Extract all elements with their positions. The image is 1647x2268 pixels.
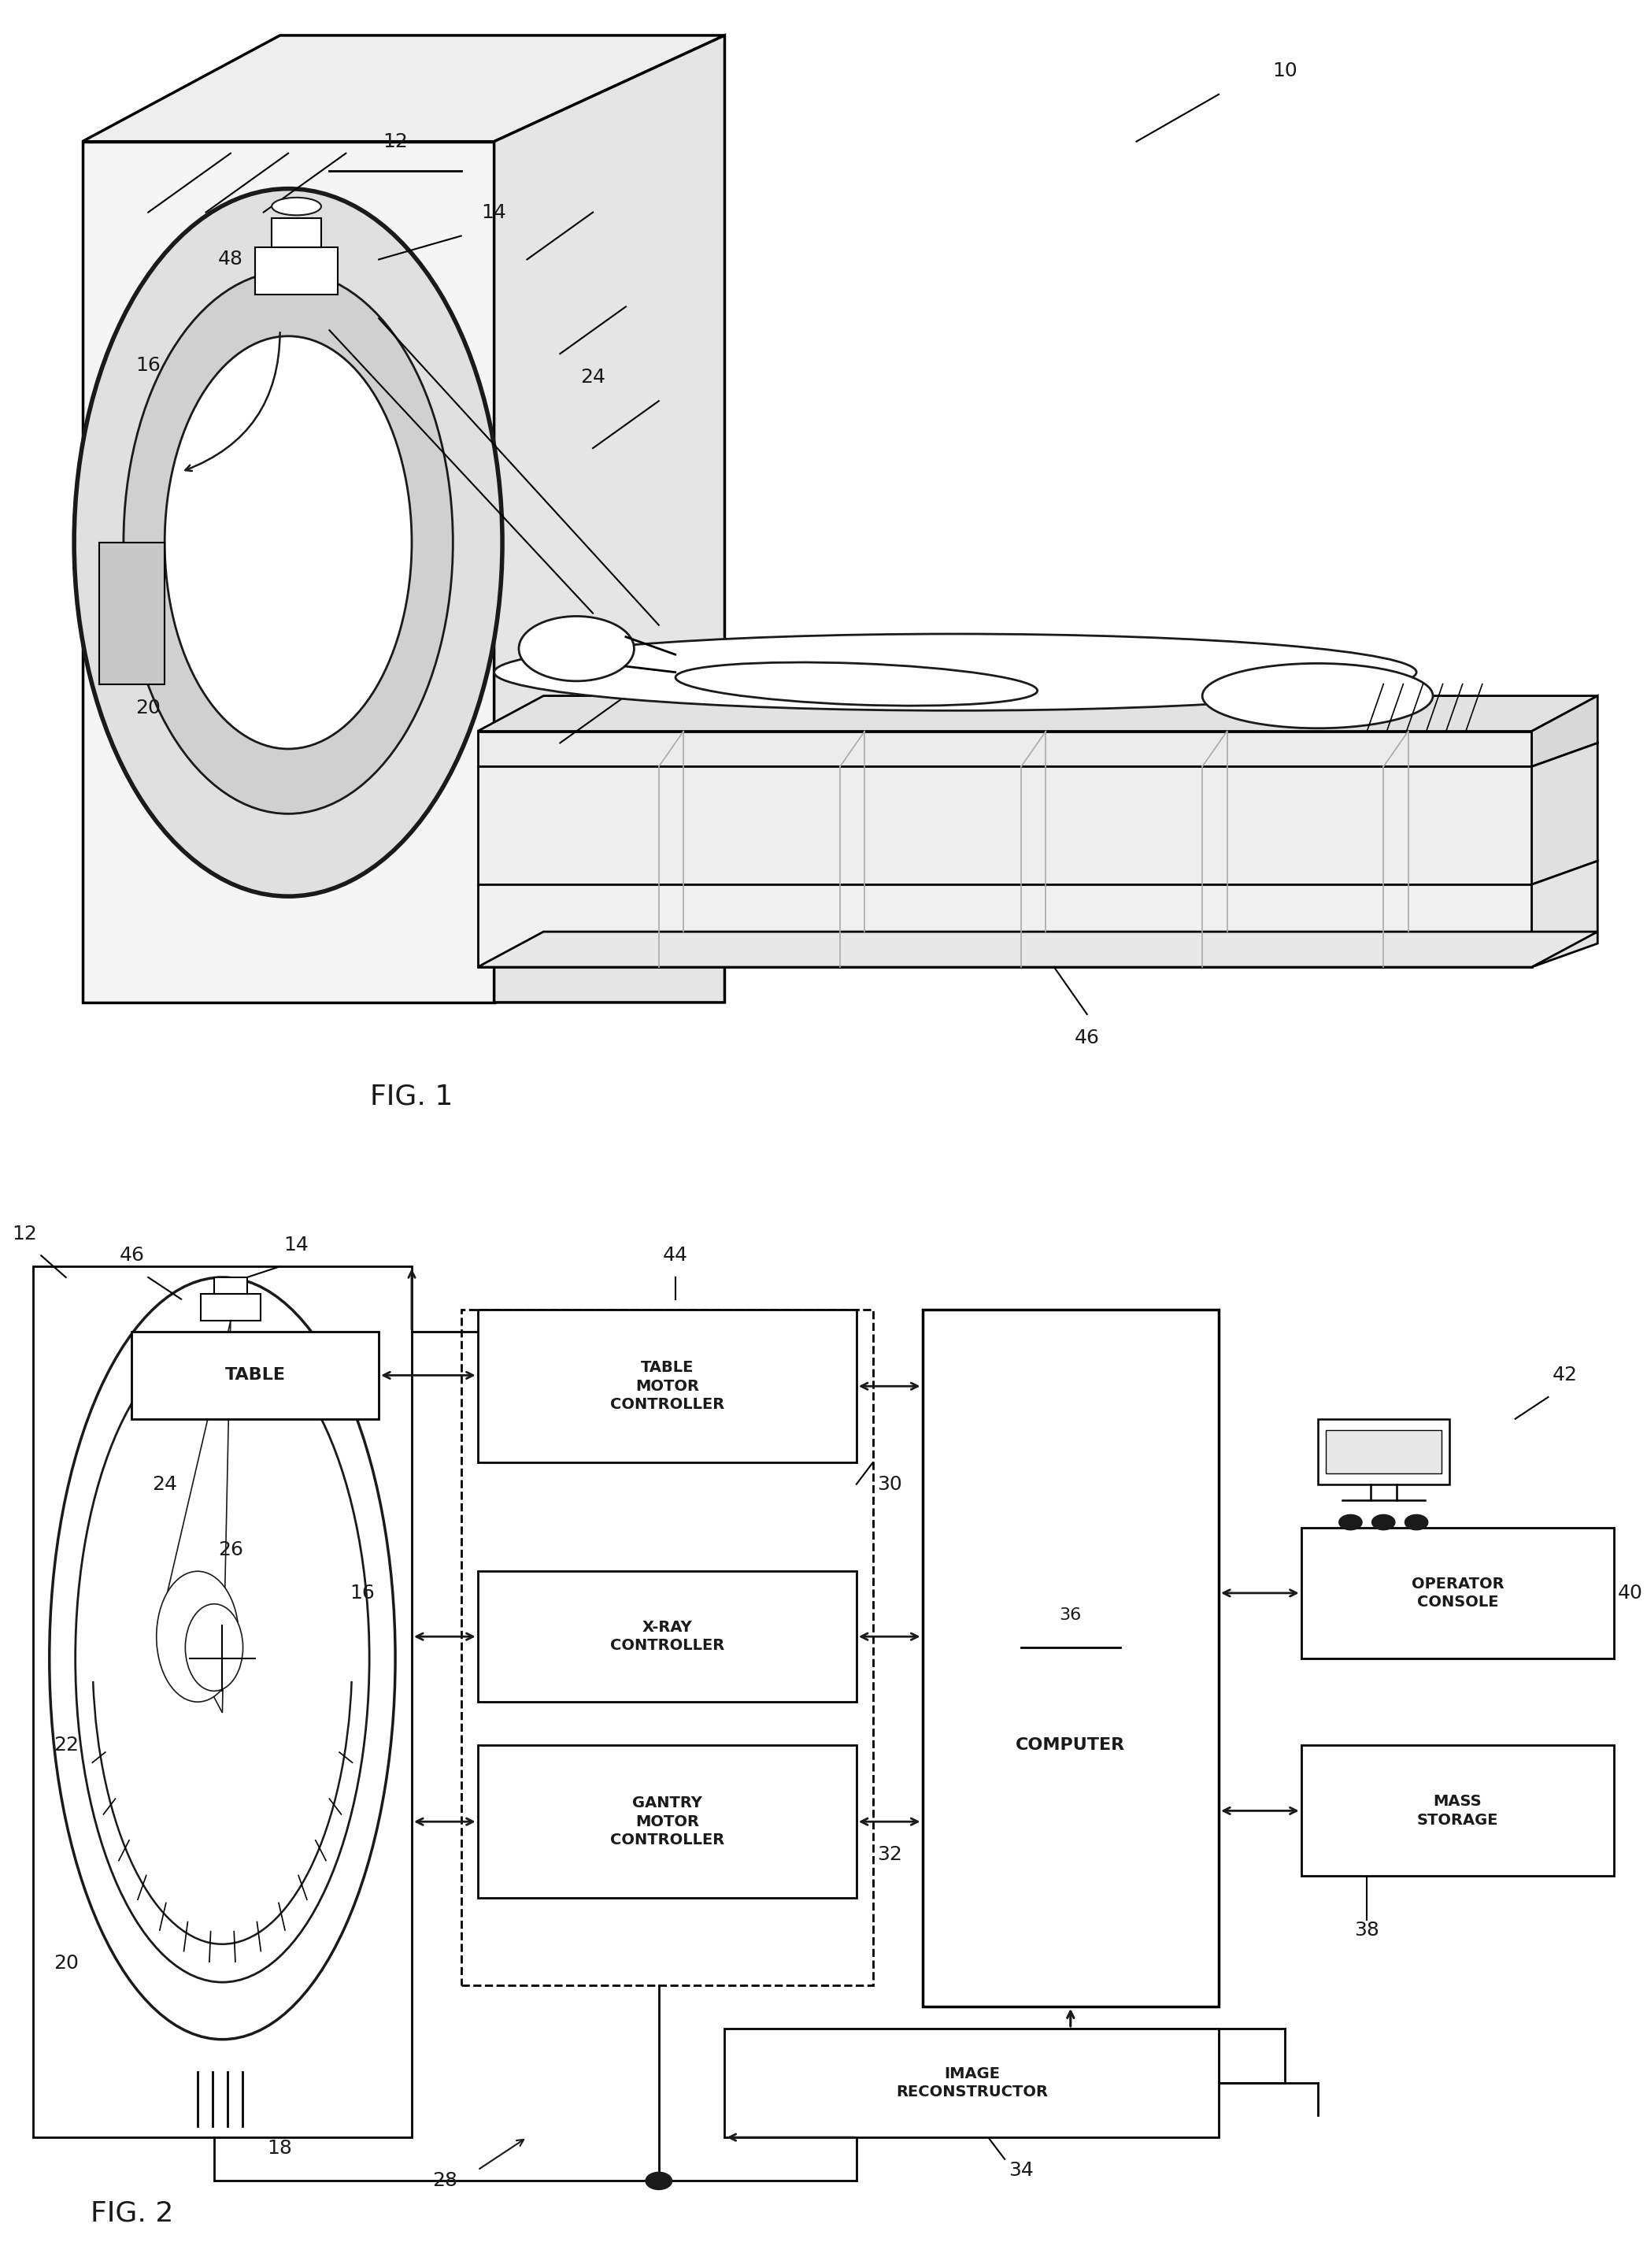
Text: TABLE: TABLE	[226, 1368, 285, 1383]
Text: 46: 46	[119, 1245, 145, 1266]
Text: 12: 12	[12, 1225, 38, 1243]
Text: 44: 44	[662, 1245, 688, 1266]
Bar	[478, 1746, 856, 1898]
Polygon shape	[1532, 862, 1598, 966]
Text: GANTRY
MOTOR
CONTROLLER: GANTRY MOTOR CONTROLLER	[609, 1796, 725, 1848]
Ellipse shape	[272, 197, 321, 215]
Ellipse shape	[76, 1334, 369, 1982]
Text: X-RAY
CONTROLLER: X-RAY CONTROLLER	[609, 1619, 725, 1653]
Text: MASS
STORAGE: MASS STORAGE	[1416, 1794, 1499, 1828]
Ellipse shape	[1202, 662, 1433, 728]
Polygon shape	[165, 1320, 231, 1712]
Text: 48: 48	[217, 249, 244, 270]
Bar	[461, 1311, 873, 1984]
Text: FIG. 1: FIG. 1	[371, 1084, 453, 1111]
Polygon shape	[478, 696, 1598, 730]
Text: 46: 46	[1074, 1027, 1100, 1048]
Bar	[99, 542, 165, 685]
Text: FIG. 2: FIG. 2	[91, 2200, 173, 2227]
Ellipse shape	[519, 617, 634, 680]
Text: 18: 18	[267, 2139, 293, 2157]
Ellipse shape	[74, 188, 502, 896]
Bar	[255, 247, 338, 295]
Bar	[272, 218, 321, 247]
Text: IMAGE
RECONSTRUCTOR: IMAGE RECONSTRUCTOR	[896, 2066, 1047, 2100]
Text: 24: 24	[152, 1474, 178, 1495]
Bar	[478, 1572, 856, 1701]
Text: 36: 36	[1059, 1608, 1082, 1622]
Text: 20: 20	[135, 699, 161, 717]
Text: 30: 30	[876, 1474, 903, 1495]
Circle shape	[646, 2173, 672, 2189]
Text: 40: 40	[1617, 1583, 1644, 1603]
Text: COMPUTER: COMPUTER	[1016, 1737, 1125, 1753]
FancyArrowPatch shape	[184, 333, 280, 472]
Text: 34: 34	[1008, 2161, 1034, 2180]
Text: 24: 24	[580, 367, 606, 388]
Polygon shape	[82, 36, 725, 141]
Text: 42: 42	[1551, 1365, 1578, 1386]
Bar	[478, 1311, 856, 1463]
Polygon shape	[478, 767, 1532, 885]
Ellipse shape	[184, 1603, 244, 1692]
Text: 16: 16	[135, 356, 161, 374]
Polygon shape	[478, 932, 1598, 966]
Circle shape	[1339, 1515, 1362, 1531]
Bar	[1301, 1746, 1614, 1876]
Bar	[1301, 1529, 1614, 1658]
Text: 14: 14	[481, 202, 507, 222]
Text: 14: 14	[283, 1236, 310, 1254]
Text: 16: 16	[349, 1583, 376, 1603]
Bar	[922, 1311, 1219, 2007]
Text: 32: 32	[876, 1844, 903, 1864]
Bar	[214, 1277, 247, 1293]
Polygon shape	[82, 141, 494, 1002]
Ellipse shape	[156, 1572, 239, 1701]
Circle shape	[1372, 1515, 1395, 1531]
Text: 28: 28	[432, 2170, 458, 2191]
Text: OPERATOR
CONSOLE: OPERATOR CONSOLE	[1411, 1576, 1504, 1610]
Polygon shape	[478, 730, 1532, 767]
Ellipse shape	[675, 662, 1038, 705]
Polygon shape	[478, 885, 1532, 966]
Ellipse shape	[494, 633, 1416, 710]
Bar	[132, 1331, 379, 1420]
Bar	[725, 2028, 1219, 2136]
Text: 10: 10	[1271, 61, 1298, 79]
Text: 12: 12	[382, 132, 408, 152]
Text: 22: 22	[53, 1735, 79, 1755]
Text: 38: 38	[1354, 1921, 1380, 1939]
Circle shape	[1405, 1515, 1428, 1531]
Bar	[1326, 1429, 1441, 1474]
Text: TABLE
MOTOR
CONTROLLER: TABLE MOTOR CONTROLLER	[609, 1361, 725, 1413]
Polygon shape	[1532, 696, 1598, 767]
Ellipse shape	[49, 1277, 395, 2039]
Text: 26: 26	[217, 1540, 244, 1558]
Bar	[33, 1266, 412, 2136]
Polygon shape	[1532, 744, 1598, 885]
Text: 20: 20	[53, 1953, 79, 1973]
Bar	[201, 1293, 260, 1320]
Polygon shape	[494, 36, 725, 1002]
Bar	[1318, 1420, 1449, 1483]
Ellipse shape	[124, 272, 453, 814]
Ellipse shape	[165, 336, 412, 748]
